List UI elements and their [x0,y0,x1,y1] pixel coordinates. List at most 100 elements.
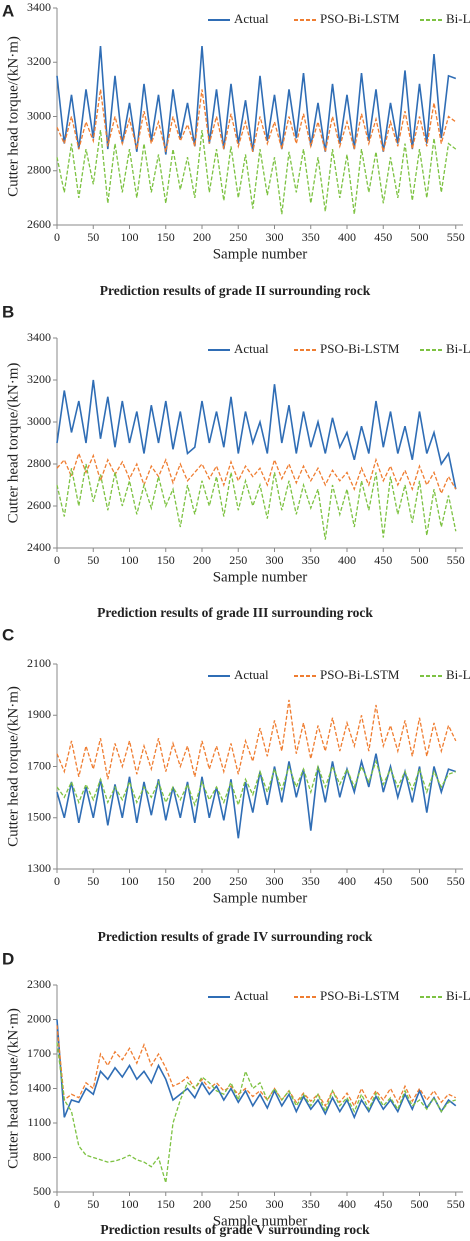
x-tick-label: 50 [87,874,99,888]
x-axis-title: Sample number [213,246,308,262]
x-tick-label: 0 [54,1197,60,1211]
legend-label: Bi-LSTM [446,667,470,682]
x-tick-label: 0 [54,553,60,567]
x-tick-label: 500 [411,553,429,567]
y-tick-label: 3200 [27,54,51,68]
y-tick-label: 1900 [27,707,51,721]
x-tick-label: 150 [157,874,175,888]
x-tick-label: 450 [374,874,392,888]
x-tick-label: 350 [302,553,320,567]
x-tick-label: 350 [302,1197,320,1211]
y-tick-label: 800 [33,1149,51,1163]
y-tick-label: 1300 [27,861,51,875]
legend-label: PSO-Bi-LSTM [320,988,400,1003]
panel-label: A [2,1,14,20]
panel-label: D [2,949,14,968]
caption: Prediction results of grade II surroundi… [100,283,371,298]
x-tick-label: 350 [302,874,320,888]
legend-label: Actual [234,988,269,1003]
x-tick-label: 400 [338,874,356,888]
series-line [56,1019,457,1120]
x-tick-label: 500 [411,230,429,244]
caption: Prediction results of grade V surroundin… [100,1222,370,1237]
x-tick-label: 450 [374,553,392,567]
x-tick-label: 250 [229,874,247,888]
legend-label: PSO-Bi-LSTM [320,341,400,356]
series-line [56,45,457,155]
series-line [56,463,457,540]
x-tick-label: 200 [193,230,211,244]
x-axis-title: Sample number [213,1213,308,1229]
x-tick-label: 250 [229,1197,247,1211]
x-tick-label: 550 [447,553,465,567]
x-tick-label: 550 [447,230,465,244]
y-tick-label: 1700 [27,758,51,772]
legend-label: Actual [234,11,269,26]
x-tick-label: 200 [193,553,211,567]
series-line [56,451,457,496]
series-line [56,1042,456,1183]
x-tick-label: 300 [266,1197,284,1211]
legend-label: Bi-LSTM [446,988,470,1003]
x-axis-title: Sample number [213,569,308,585]
x-tick-label: 300 [266,553,284,567]
x-tick-label: 100 [121,553,139,567]
legend-label: PSO-Bi-LSTM [320,667,400,682]
series-line [56,753,457,839]
y-tick-label: 2800 [27,456,51,470]
x-tick-label: 450 [374,230,392,244]
y-axis-title: Cutter head torque/(kN·m) [5,363,21,524]
legend-label: Bi-LSTM [446,341,470,356]
y-tick-label: 2000 [27,1011,51,1025]
panel-label: C [2,625,14,644]
y-tick-label: 2400 [27,540,51,554]
caption: Prediction results of grade IV surroundi… [98,929,373,944]
x-axis-title: Sample number [213,890,308,906]
series-line [56,699,457,780]
x-tick-label: 550 [447,874,465,888]
y-axis-title: Cutter head torque/(kN·m) [5,686,21,847]
y-tick-label: 1700 [27,1046,51,1060]
x-tick-label: 100 [121,1197,139,1211]
y-tick-label: 3000 [27,414,51,428]
series-line [56,89,457,152]
y-tick-label: 3400 [27,330,51,344]
legend-label: Actual [234,341,269,356]
y-tick-label: 1400 [27,1080,51,1094]
y-tick-label: 2600 [27,217,51,231]
x-tick-label: 150 [157,230,175,244]
legend-label: Bi-LSTM [446,11,470,26]
y-tick-label: 500 [33,1184,51,1198]
series-line [56,759,457,808]
x-tick-label: 250 [229,230,247,244]
y-tick-label: 2300 [27,977,51,991]
x-tick-label: 300 [266,230,284,244]
x-tick-label: 150 [157,553,175,567]
series-line [56,130,457,215]
x-tick-label: 250 [229,553,247,567]
y-tick-label: 1100 [27,1115,51,1129]
x-tick-label: 0 [54,230,60,244]
y-tick-label: 2100 [27,656,51,670]
y-axis-title: Cutter head torque/(kN·m) [5,1008,21,1169]
series-line [56,379,457,490]
y-tick-label: 2600 [27,498,51,512]
caption: Prediction results of grade III surround… [97,605,373,620]
x-tick-label: 500 [411,874,429,888]
y-axis-title: Cutter head torque/(kN·m) [5,36,21,197]
x-tick-label: 350 [302,230,320,244]
x-tick-label: 50 [87,553,99,567]
x-tick-label: 0 [54,874,60,888]
series-line [56,1025,457,1108]
x-tick-label: 400 [338,553,356,567]
x-tick-label: 400 [338,1197,356,1211]
y-tick-label: 3200 [27,372,51,386]
x-tick-label: 100 [121,230,139,244]
y-tick-label: 1500 [27,810,51,824]
x-tick-label: 300 [266,874,284,888]
x-tick-label: 150 [157,1197,175,1211]
x-tick-label: 450 [374,1197,392,1211]
panel-label: B [2,302,14,321]
legend-label: Actual [234,667,269,682]
